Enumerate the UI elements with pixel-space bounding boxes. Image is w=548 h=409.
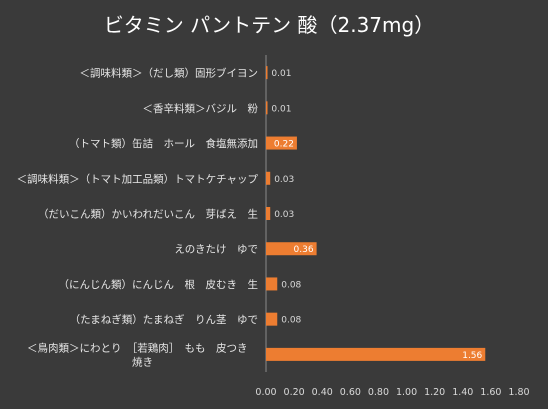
x-tick-label-3: 0.60 (340, 387, 361, 398)
data-label-6: 0.08 (281, 280, 301, 290)
data-label-1: 0.01 (271, 104, 291, 114)
bar-0 (266, 66, 268, 80)
x-tick-label-8: 1.60 (480, 387, 501, 398)
data-label-8: 1.56 (462, 351, 482, 361)
category-label-7: （たまねぎ類）たまねぎ りん茎 ゆで (70, 313, 258, 326)
x-tick-label-7: 1.40 (452, 387, 473, 398)
bar-8 (266, 347, 486, 361)
data-labels: 0.01 0.01 0.22 0.03 0.03 0.36 0.08 0.08 1.56 (271, 69, 482, 361)
bar-1 (266, 101, 268, 115)
data-label-3: 0.03 (274, 175, 294, 185)
x-tick-label-0: 0.00 (255, 387, 276, 398)
category-label-6: （にんじん類）にんじん 根 皮むき 生 (59, 278, 259, 291)
category-label-2: （トマト類）缶詰 ホール 食塩無添加 (69, 137, 258, 150)
bars-layer (266, 66, 486, 361)
x-tick-label-5: 1.00 (396, 387, 417, 398)
x-tick-label-6: 1.20 (424, 387, 445, 398)
bar-2 (266, 136, 297, 150)
bar-4 (266, 207, 271, 220)
data-label-2: 0.22 (274, 140, 294, 150)
category-label-3: ＜調味料類＞（トマト加工品類）トマトケチャップ (17, 172, 259, 185)
bar-7 (266, 312, 278, 326)
data-label-4: 0.03 (274, 210, 294, 220)
data-label-5: 0.36 (294, 245, 314, 255)
category-label-5: えのきたけ ゆで (174, 244, 258, 256)
category-label-0: ＜調味料類＞（だし類）固形ブイヨン (80, 67, 259, 80)
data-label-7: 0.08 (281, 316, 301, 326)
x-tick-label-4: 0.80 (368, 387, 389, 398)
category-label-8: ＜鳥肉類＞にわとり ［若鶏肉］ もも 皮つき 焼き (27, 341, 258, 368)
chart-title: ビタミン パントテン 酸（2.37mg） (104, 13, 434, 37)
category-label-1: ＜香辛料類＞バジル 粉 (143, 102, 259, 115)
bar-3 (266, 171, 271, 185)
category-labels: ＜調味料類＞（だし類）固形ブイヨン ＜香辛料類＞バジル 粉 （トマト類）缶詰 ホール… (17, 67, 259, 369)
category-label-4: （だいこん類）かいわれだいこん 芽ばえ 生 (38, 208, 258, 221)
x-tick-label-9: 1.80 (508, 387, 529, 398)
x-tick-label-1: 0.20 (284, 387, 305, 398)
x-tick-label-2: 0.40 (312, 387, 333, 398)
data-label-0: 0.01 (271, 69, 291, 79)
bar-5 (266, 242, 317, 256)
x-axis-tick-labels: 0.00 0.20 0.40 0.60 0.80 1.00 1.20 1.40 1.60 1.80 (255, 387, 529, 398)
bar-6 (266, 277, 278, 291)
